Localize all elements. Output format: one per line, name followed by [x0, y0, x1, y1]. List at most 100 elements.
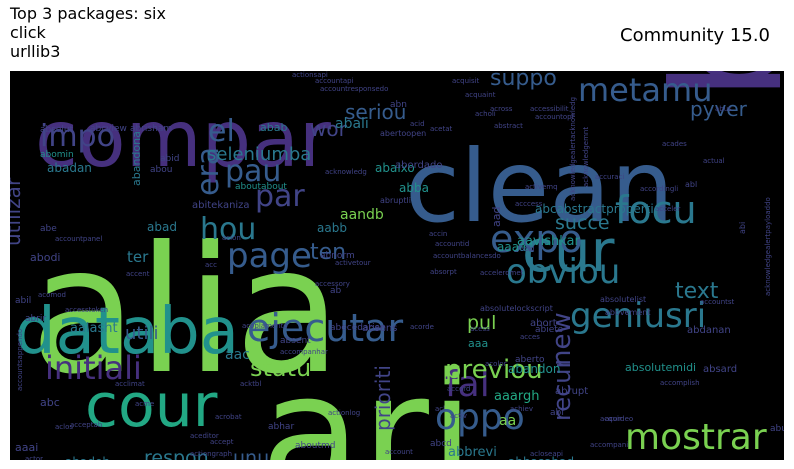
word-49: aa — [499, 413, 516, 429]
word-13: metamu — [578, 71, 712, 109]
word-69: abc — [40, 396, 60, 409]
word-134: accent — [126, 270, 150, 278]
word-51: abcabstractproperti — [535, 202, 654, 216]
word-61: aabb — [317, 221, 347, 235]
word-14: obviou — [506, 252, 620, 292]
word-84: abcd — [430, 439, 452, 449]
word-120: accessibilit — [530, 105, 569, 113]
word-173: acknowledgemnt — [582, 127, 590, 187]
word-92: abid — [160, 154, 179, 164]
word-2: bia — [642, 71, 784, 101]
word-52: abaixo — [375, 161, 415, 175]
word-58: abadeh — [65, 455, 110, 460]
word-44: ter — [127, 248, 149, 266]
word-108: accompanhar — [280, 348, 328, 356]
word-110: activetour — [335, 259, 371, 267]
word-124: actual — [703, 157, 725, 165]
word-85: abhar — [268, 422, 294, 432]
word-158: acclimat — [115, 380, 145, 388]
word-133: acc — [205, 261, 217, 269]
word-169: accountresponsedo — [320, 85, 388, 93]
word-131: absorpt — [430, 268, 457, 276]
word-32: pyver — [690, 97, 748, 121]
word-12: geniusri — [570, 296, 706, 336]
word-8: mostrar — [625, 417, 767, 458]
word-64: abandona — [130, 131, 143, 186]
word-62: aalasht — [70, 321, 118, 336]
word-29: statu — [250, 354, 311, 382]
word-126: accin — [429, 230, 447, 238]
word-56: abba — [399, 181, 429, 195]
word-48: aaargh — [494, 389, 540, 404]
word-111: accountst — [700, 298, 735, 306]
word-122: acades — [662, 140, 687, 148]
word-97: abcview — [90, 124, 127, 134]
word-33: prioriti — [371, 365, 395, 431]
word-128: accountbalancesdo — [433, 252, 501, 260]
word-102: aboutabout — [235, 182, 287, 192]
word-136: accountpanel — [55, 235, 102, 243]
word-138: acccess — [515, 200, 543, 208]
word-104: abl — [685, 180, 697, 189]
word-156: account — [385, 448, 413, 456]
word-19: fal — [445, 364, 490, 405]
word-40: pul — [467, 312, 496, 334]
word-55: aaaa — [497, 240, 526, 254]
word-36: seriou — [345, 100, 406, 124]
word-171: acknowledgealertpayloaddo — [764, 197, 772, 296]
word-7: cur — [522, 217, 615, 285]
word-114: acoplamento — [242, 322, 288, 330]
word-0: alia — [30, 210, 342, 413]
word-10: expo — [490, 217, 583, 261]
word-90: abou — [150, 165, 172, 175]
word-160: aclos — [55, 423, 73, 431]
word-50: abbrevi — [448, 445, 497, 460]
word-145: actiongraph — [190, 450, 232, 458]
word-60: abab — [260, 121, 287, 134]
word-109: actionlog — [328, 409, 360, 417]
word-95: absolut — [40, 125, 74, 135]
word-11: focu — [615, 188, 697, 232]
chart-title: Top 3 packages: six click urllib3 — [10, 4, 166, 61]
word-162: acktbl — [240, 380, 261, 388]
word-96: abrisham — [130, 124, 172, 134]
word-46: abali — [335, 116, 369, 132]
word-26: new — [547, 312, 577, 366]
word-155: acess — [470, 325, 490, 333]
word-99: abovement — [605, 308, 650, 317]
word-75: abordado — [395, 160, 442, 171]
word-150: accord — [447, 385, 470, 393]
word-38: unu — [233, 447, 269, 460]
word-127: accountid — [435, 240, 469, 248]
word-6: cour — [85, 371, 218, 441]
word-65: abitekaniza — [192, 200, 250, 211]
word-45: aac — [225, 347, 250, 363]
word-161: acloseapi — [530, 450, 563, 458]
word-23: era — [191, 147, 226, 196]
word-172: acknowledgealertacknowledg — [569, 97, 577, 201]
word-4: compar — [35, 95, 332, 185]
word-87: abecedarian — [330, 323, 386, 333]
word-137: activemq — [525, 183, 558, 191]
word-79: abf — [550, 408, 565, 418]
word-15: page — [227, 236, 312, 276]
word-16: hou — [200, 212, 256, 247]
word-125: acid — [410, 120, 425, 128]
chart-subtitle: Community 15.0 — [620, 25, 770, 46]
word-167: acquaint — [465, 91, 496, 99]
word-1: ari — [260, 338, 475, 460]
word-165: acces — [520, 333, 540, 341]
word-106: acceler — [655, 205, 681, 213]
word-66: absolutemidi — [625, 361, 696, 374]
word-53: abandon — [508, 362, 561, 376]
word-3: clean — [405, 128, 674, 245]
word-59: abbasabad — [508, 455, 574, 460]
word-101: absolutelockscript — [480, 304, 553, 313]
word-88: abnorm — [320, 251, 355, 261]
word-27: previou — [445, 355, 543, 385]
word-63: abad — [147, 220, 177, 234]
word-141: accept — [210, 438, 234, 446]
word-163: across — [490, 105, 513, 113]
word-74: abort — [530, 318, 557, 329]
